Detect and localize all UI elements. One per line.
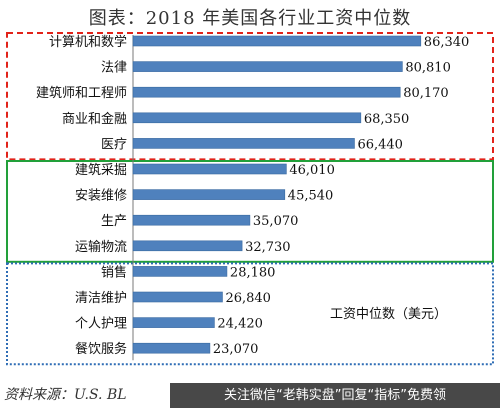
category-label: 商业和金融 [62, 111, 127, 127]
bar [132, 189, 286, 200]
group-box-1 [6, 32, 494, 161]
value-label: 35,070 [253, 214, 299, 229]
category-label: 建筑师和工程师 [36, 85, 127, 101]
bar [132, 138, 355, 149]
bar [132, 163, 287, 175]
source-note: 资料来源：U.S. BL [4, 387, 127, 403]
category-label: 餐饮服务 [75, 341, 127, 357]
value-label: 46,010 [289, 163, 335, 178]
value-label: 80,810 [405, 61, 451, 76]
bar-chart: 计算机和数学 86,340 法律 80,810 建筑师和工程师 80,170 商业和金融 68… [6, 32, 494, 366]
bar [132, 214, 251, 226]
value-label: 23,070 [213, 342, 259, 357]
bar [132, 61, 403, 72]
category-label: 建筑采掘 [75, 162, 127, 178]
category-label: 运输物流 [75, 239, 127, 255]
category-label: 生产 [101, 214, 127, 229]
value-label: 86,340 [424, 35, 470, 50]
category-label: 法律 [101, 61, 127, 76]
category-label: 计算机和数学 [49, 34, 127, 50]
category-label: 医疗 [101, 137, 127, 152]
category-label: 清洁维护 [75, 291, 127, 306]
value-label: 66,440 [357, 137, 403, 152]
value-label: 32,730 [245, 240, 291, 255]
category-label: 销售 [101, 264, 127, 280]
bar [132, 291, 223, 303]
bar [132, 317, 215, 328]
value-label: 28,180 [230, 265, 276, 280]
bar [132, 240, 243, 252]
category-label: 个人护理 [75, 317, 127, 332]
category-label: 安装维修 [75, 189, 127, 204]
bar [132, 86, 401, 98]
chart-title: 图表：2018 年美国各行业工资中位数 [88, 8, 412, 29]
value-label: 68,350 [364, 112, 410, 127]
value-label: 45,540 [288, 189, 334, 204]
watermark-banner: 关注微信“老韩实盘”回复“指标”免费领 [170, 383, 500, 408]
group-box-2 [6, 160, 494, 263]
bar [132, 342, 211, 354]
bar [132, 35, 422, 47]
bar [132, 266, 228, 277]
legend-note: 工资中位数（美元） [330, 307, 447, 322]
value-label: 26,840 [225, 291, 271, 306]
bar [132, 112, 362, 124]
value-label: 80,170 [403, 86, 449, 101]
group-box-3 [6, 262, 494, 366]
value-label: 24,420 [217, 317, 263, 332]
